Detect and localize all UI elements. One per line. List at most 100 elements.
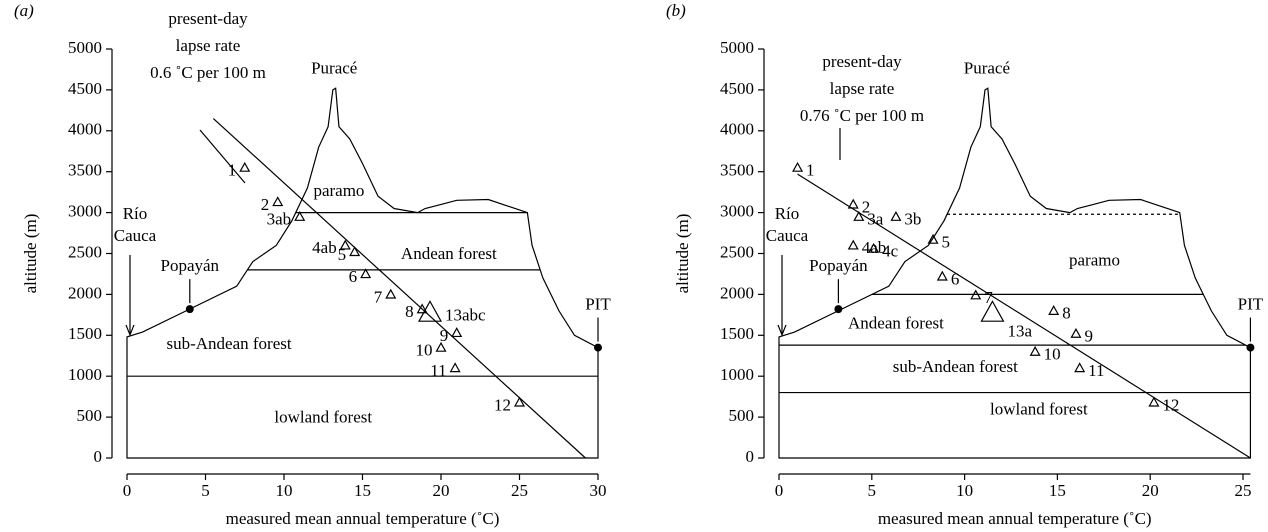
lapse-rate-label: lapse rate bbox=[830, 79, 895, 98]
site-label: Popayán bbox=[161, 256, 220, 275]
point-label: 4ab bbox=[862, 238, 887, 257]
y-tick-label: 3500 bbox=[68, 161, 102, 180]
site-point bbox=[847, 198, 859, 209]
site-marker bbox=[594, 343, 602, 352]
river-label: Cauca bbox=[766, 226, 809, 245]
point-label: 7 bbox=[374, 287, 383, 306]
zone-label: paramo bbox=[1069, 251, 1120, 270]
site-point bbox=[868, 242, 880, 253]
x-axis-label: measured mean annual temperature (˚C) bbox=[226, 509, 500, 528]
x-tick-label: 20 bbox=[1142, 481, 1159, 500]
site-point bbox=[1074, 362, 1086, 373]
lapse-rate-line bbox=[212, 118, 586, 459]
point-label: 10 bbox=[416, 340, 433, 359]
y-axis-label: altitude (m) bbox=[21, 214, 40, 294]
point-label: 13a bbox=[1007, 321, 1032, 340]
river-label: Río bbox=[775, 204, 800, 223]
site-point bbox=[936, 270, 948, 281]
panel-label: (b) bbox=[666, 1, 686, 20]
point-label: 5 bbox=[942, 233, 951, 252]
x-tick-label: 10 bbox=[276, 481, 293, 500]
point-label: 3ab bbox=[267, 210, 292, 229]
point-label: 10 bbox=[1044, 345, 1061, 364]
site-point bbox=[385, 288, 397, 299]
y-tick-label: 1000 bbox=[68, 365, 102, 384]
site-point bbox=[853, 210, 865, 221]
point-label: 6 bbox=[349, 267, 358, 286]
y-tick-label: 3000 bbox=[720, 202, 754, 221]
site-point bbox=[360, 268, 372, 279]
point-label: 2 bbox=[261, 195, 270, 214]
y-tick-label: 2000 bbox=[720, 283, 754, 302]
x-tick-label: 25 bbox=[511, 481, 528, 500]
y-tick-label: 4500 bbox=[68, 79, 102, 98]
lapse-arrow bbox=[199, 129, 246, 184]
y-tick-label: 500 bbox=[77, 406, 103, 425]
site-point bbox=[847, 239, 859, 250]
x-tick-label: 10 bbox=[956, 481, 973, 500]
zone-label: lowland forest bbox=[274, 408, 372, 427]
point-label: 5 bbox=[338, 245, 347, 264]
y-tick-label: 3000 bbox=[68, 202, 102, 221]
site-point bbox=[339, 239, 351, 250]
panel-label: (a) bbox=[14, 1, 34, 20]
point-label: 8 bbox=[405, 302, 414, 321]
site-point bbox=[513, 396, 526, 407]
y-tick-label: 4500 bbox=[720, 79, 754, 98]
x-tick-label: 15 bbox=[1049, 481, 1066, 500]
site-point bbox=[1048, 305, 1060, 315]
x-tick-label: 20 bbox=[433, 481, 450, 500]
zone-label: sub-Andean forest bbox=[166, 334, 291, 353]
x-axis-label: measured mean annual temperature (˚C) bbox=[878, 509, 1152, 528]
point-label: 11 bbox=[430, 361, 446, 380]
y-tick-label: 0 bbox=[746, 447, 755, 466]
point-label: 9 bbox=[440, 326, 449, 345]
lapse-rate-label: present-day bbox=[822, 52, 902, 71]
site-point bbox=[272, 196, 284, 207]
site-point bbox=[239, 161, 251, 172]
y-tick-label: 2500 bbox=[68, 242, 102, 261]
x-tick-label: 15 bbox=[354, 481, 371, 500]
y-tick-label: 5000 bbox=[68, 38, 102, 57]
site-label: Popayán bbox=[809, 256, 868, 275]
panel: (b) 0 500 1000 1500 2000 2500 3000 3500 4000 4500 5… bbox=[666, 1, 1264, 528]
point-label: 3a bbox=[867, 210, 884, 229]
site-point bbox=[980, 300, 1005, 322]
zone-label: Andean forest bbox=[401, 244, 497, 263]
mountain-profile bbox=[778, 87, 1252, 459]
site-point bbox=[349, 246, 361, 257]
peak-label: Puracé bbox=[311, 58, 357, 77]
peak-label: Puracé bbox=[964, 58, 1010, 77]
lapse-rate-line bbox=[797, 173, 1251, 459]
site-point bbox=[294, 210, 306, 221]
arrow-head bbox=[777, 324, 787, 337]
x-tick-label: 0 bbox=[775, 481, 784, 500]
site-point bbox=[449, 362, 461, 373]
y-tick-label: 2000 bbox=[68, 283, 102, 302]
x-tick-label: 0 bbox=[123, 481, 132, 500]
arrow-head bbox=[125, 324, 135, 337]
y-tick-label: 1500 bbox=[720, 324, 754, 343]
point-label: 7 bbox=[984, 288, 993, 307]
y-tick-label: 2500 bbox=[720, 242, 754, 261]
point-label: 11 bbox=[1088, 361, 1104, 380]
y-tick-label: 5000 bbox=[720, 38, 754, 57]
lapse-rate-label: 0.76 ˚C per 100 m bbox=[800, 106, 924, 125]
point-label: 1 bbox=[806, 161, 815, 180]
x-tick-label: 30 bbox=[590, 481, 607, 500]
point-label: 2 bbox=[862, 197, 871, 216]
zone-label: paramo bbox=[313, 181, 364, 200]
y-tick-label: 1500 bbox=[68, 324, 102, 343]
mountain-profile bbox=[126, 87, 599, 459]
point-label: 6 bbox=[951, 269, 960, 288]
y-tick-label: 1000 bbox=[720, 365, 754, 384]
point-label: 12 bbox=[1162, 395, 1179, 414]
lapse-rate-label: 0.6 ˚C per 100 m bbox=[150, 63, 266, 82]
zone-label: sub-Andean forest bbox=[893, 357, 1018, 376]
y-axis-label: altitude (m) bbox=[673, 214, 692, 294]
lapse-rate-label: lapse rate bbox=[176, 36, 241, 55]
y-tick-label: 4000 bbox=[720, 120, 754, 139]
panel: (a) 0 500 1000 1500 2000 2500 3000 3500 4000 4500 5… bbox=[14, 1, 611, 528]
site-point bbox=[435, 341, 447, 352]
